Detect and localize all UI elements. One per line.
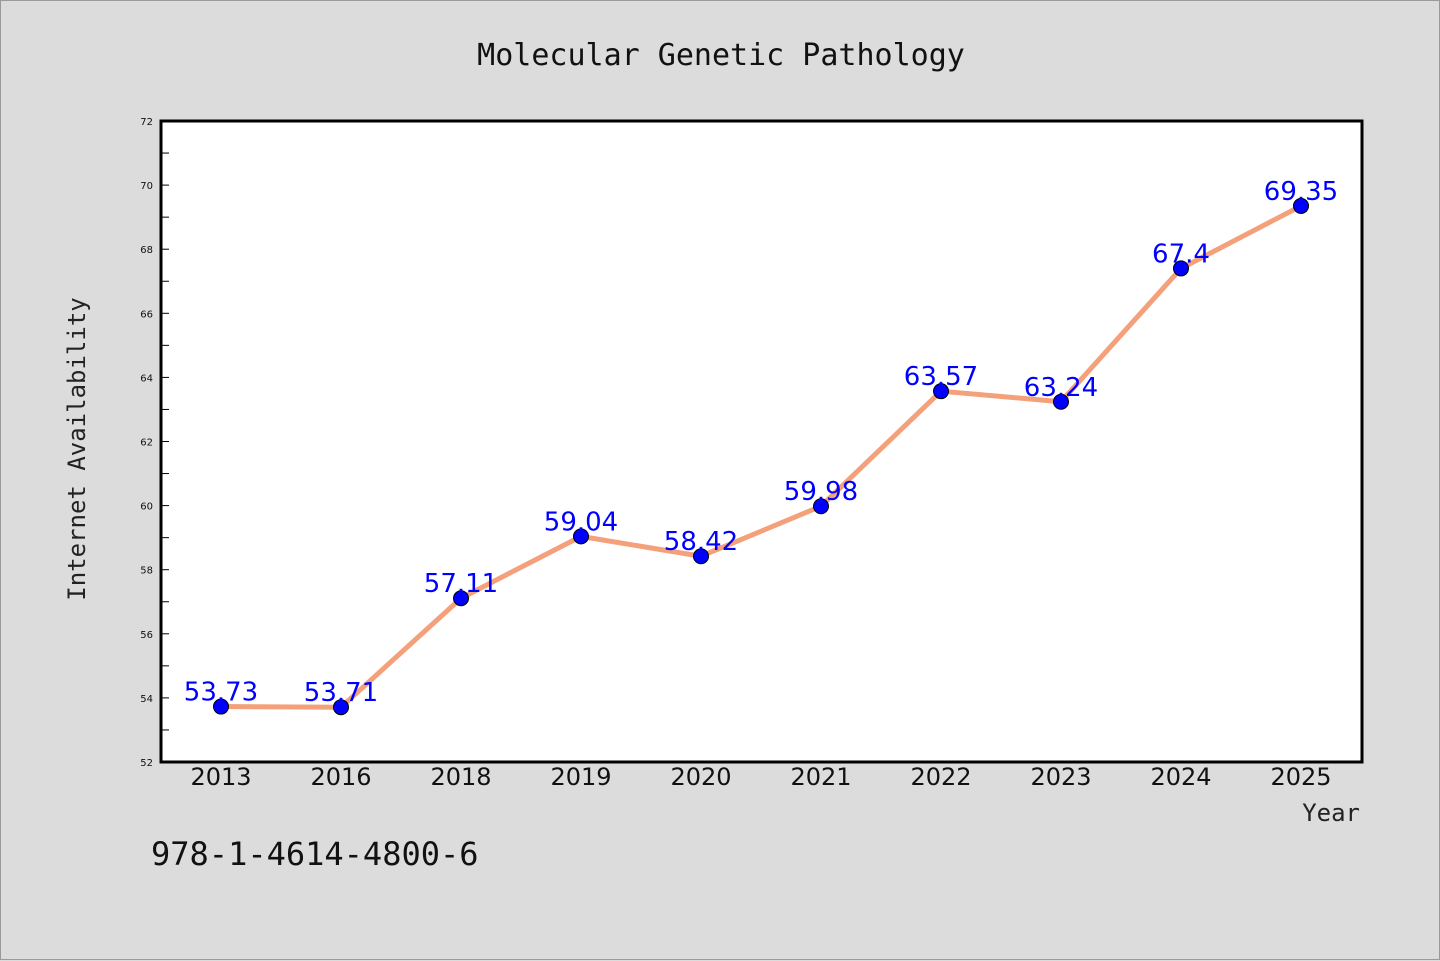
chart-title: Molecular Genetic Pathology <box>477 38 965 73</box>
data-label: 69.35 <box>1264 177 1338 207</box>
data-label: 63.24 <box>1024 373 1098 403</box>
data-label: 53.73 <box>184 678 258 708</box>
data-point <box>813 498 829 515</box>
data-label: 57.11 <box>424 569 498 599</box>
y-tick-label: 58 <box>140 566 153 577</box>
data-label: 59.98 <box>784 477 858 507</box>
data-point <box>453 590 469 607</box>
x-tick-label: 2022 <box>910 763 971 791</box>
data-point <box>1293 197 1309 214</box>
x-tick-label: 2023 <box>1030 763 1091 791</box>
y-tick-label: 56 <box>140 630 153 641</box>
x-tick-label: 2013 <box>190 763 251 791</box>
x-tick-label: 2025 <box>1270 763 1331 791</box>
y-axis: 52 54 56 58 60 62 64 66 68 70 72 <box>140 117 169 769</box>
data-label: 67.4 <box>1152 239 1210 269</box>
data-label: 58.42 <box>664 527 738 557</box>
x-tick-label: 2024 <box>1150 763 1211 791</box>
data-point <box>1053 393 1069 410</box>
data-point <box>933 383 949 400</box>
series-layer: 53.73 53.71 57.11 59.04 58.42 59.98 63.57 63.24… <box>184 177 1338 716</box>
y-tick-label: 60 <box>140 502 153 513</box>
data-point <box>573 528 589 545</box>
data-label: 59.04 <box>544 507 618 537</box>
y-axis-label: Internet Availability <box>63 297 91 600</box>
data-point <box>213 698 229 715</box>
y-tick-label: 64 <box>140 373 153 384</box>
x-tick-label: 2019 <box>550 763 611 791</box>
y-tick-label: 72 <box>140 117 153 128</box>
y-tick-label: 68 <box>140 245 153 256</box>
y-tick-label: 70 <box>140 181 153 192</box>
x-tick-label: 2016 <box>310 763 371 791</box>
data-point <box>1173 260 1189 277</box>
y-tick-label: 62 <box>140 438 153 449</box>
footer-code: 978-1-4614-4800-6 <box>151 835 479 873</box>
x-tick-label: 2020 <box>670 763 731 791</box>
data-label: 63.57 <box>904 362 978 392</box>
y-tick-label: 66 <box>140 309 153 320</box>
y-tick-label: 54 <box>140 694 153 705</box>
data-label: 53.71 <box>304 678 378 708</box>
x-axis: 2013 2016 2018 2019 2020 2021 2022 2023 2024 2025 <box>190 763 1331 791</box>
data-point <box>693 548 709 565</box>
x-tick-label: 2021 <box>790 763 851 791</box>
plot-area <box>159 119 1364 764</box>
x-axis-label: Year <box>1302 799 1360 827</box>
y-tick-label: 52 <box>140 758 153 769</box>
series-line <box>220 203 1303 710</box>
x-tick-label: 2018 <box>430 763 491 791</box>
data-point <box>333 699 349 716</box>
